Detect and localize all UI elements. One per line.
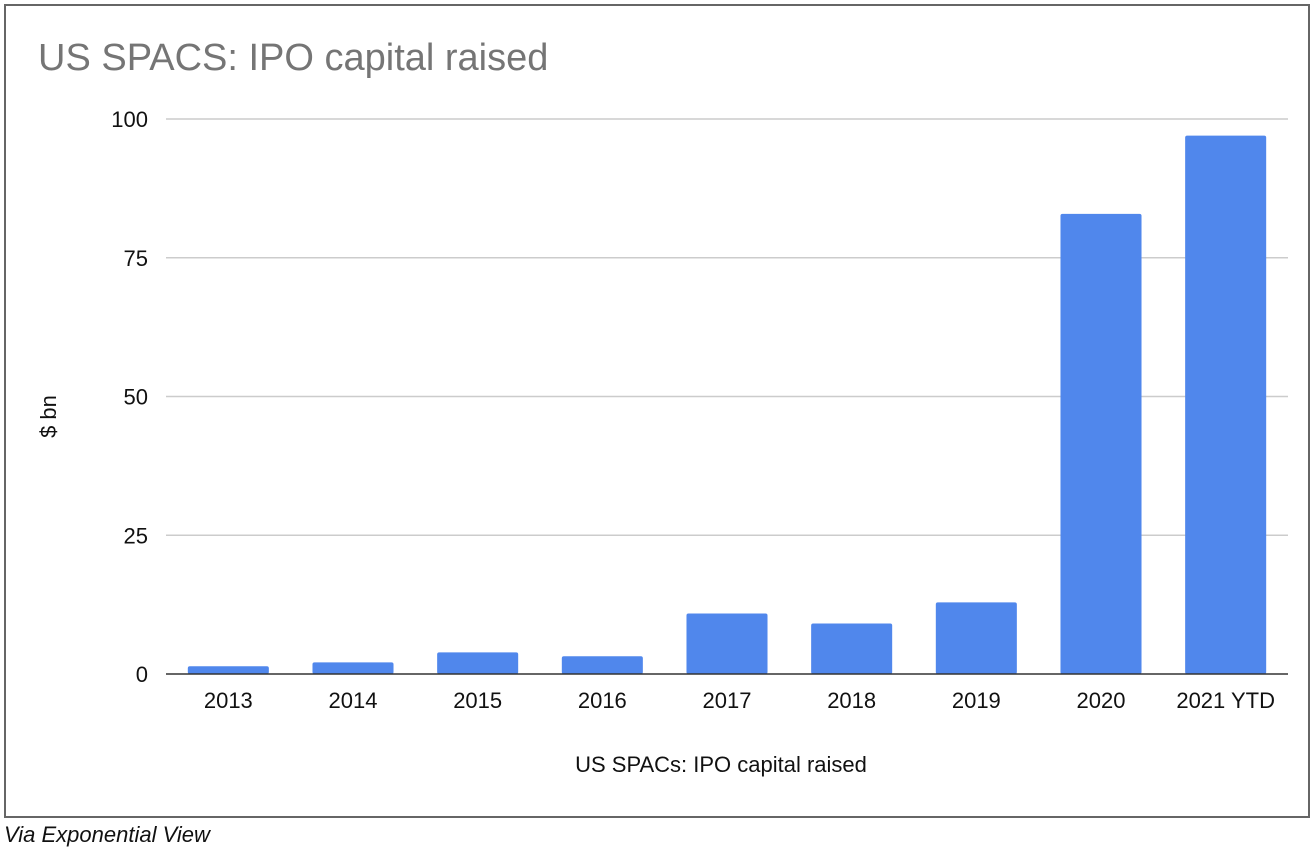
chart-title: US SPACS: IPO capital raised [38, 37, 548, 79]
bar-2013 [187, 666, 269, 674]
bar-2016 [561, 656, 643, 674]
bar-2015 [437, 652, 519, 674]
x-axis-ticks: 2013 2014 2015 2016 2017 2018 2019 2020 2021 YTD [204, 688, 1275, 713]
x-tick-label-2015: 2015 [453, 688, 502, 713]
x-tick-label-2020: 2020 [1077, 688, 1126, 713]
y-axis-ticks: 0 25 50 75 100 [111, 107, 148, 687]
bars [187, 135, 1267, 674]
y-tick-label-100: 100 [111, 107, 148, 132]
x-tick-label-2017: 2017 [703, 688, 752, 713]
bar-2019 [935, 602, 1017, 674]
bar-2018 [811, 623, 893, 674]
x-axis-label: US SPACs: IPO capital raised [575, 752, 867, 777]
y-tick-label-0: 0 [136, 662, 148, 687]
chart-frame: US SPACS: IPO capital raised 0 25 50 75 100 … [4, 4, 1310, 818]
bar-2021-ytd [1185, 135, 1267, 674]
y-tick-label-50: 50 [124, 385, 148, 410]
bar-2020 [1060, 213, 1142, 674]
x-tick-label-2016: 2016 [578, 688, 627, 713]
y-tick-label-25: 25 [124, 523, 148, 548]
bar-2014 [312, 662, 394, 674]
bar-chart: US SPACS: IPO capital raised 0255075100 … [36, 37, 1288, 777]
x-tick-label-2013: 2013 [204, 688, 253, 713]
x-tick-label-2021-ytd: 2021 YTD [1176, 688, 1275, 713]
x-tick-label-2019: 2019 [952, 688, 1001, 713]
y-axis-label: $ bn [36, 395, 61, 438]
bar-2017 [686, 613, 768, 674]
y-tick-label-75: 75 [124, 246, 148, 271]
source-caption: Via Exponential View [4, 822, 210, 847]
x-tick-label-2014: 2014 [329, 688, 378, 713]
x-tick-label-2018: 2018 [827, 688, 876, 713]
